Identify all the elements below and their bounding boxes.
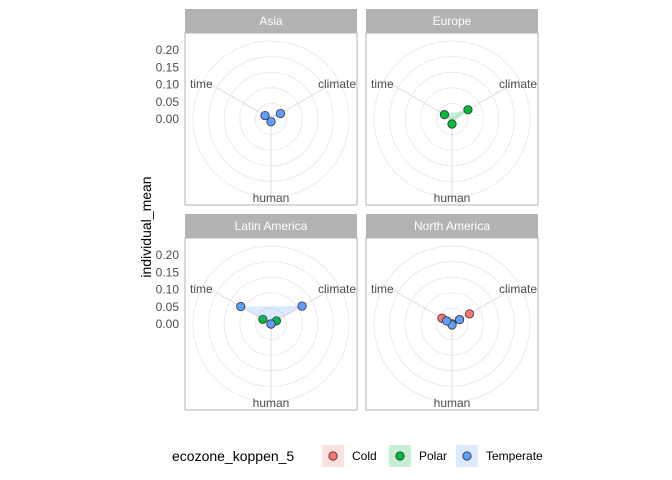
data-point-temperate-climate: [297, 301, 307, 311]
data-point-polar-human: [447, 119, 457, 129]
facet-title: Asia: [259, 14, 283, 28]
panels-layer: Asia climate human time Europe climate human ti…: [184, 9, 539, 411]
y-tick-label: 0.20: [156, 43, 180, 57]
legend-label-polar: Polar: [419, 449, 447, 463]
axis-label-time: time: [190, 77, 213, 91]
data-point-polar-climate: [463, 105, 473, 115]
legend-marker-temperate: [462, 451, 472, 461]
axis-label-human: human: [253, 396, 290, 410]
grid-spoke: [451, 79, 520, 120]
legend-marker-cold: [328, 451, 338, 461]
data-point-temperate-time: [236, 301, 246, 312]
panel-latin-america: Latin America climate human time: [184, 214, 358, 411]
facet-strip: [185, 214, 357, 238]
series-area-temperate: [240, 306, 303, 324]
axis-label-climate: climate: [499, 282, 537, 296]
y-tick-label: 0.05: [156, 300, 180, 314]
legend-label-cold: Cold: [352, 449, 377, 463]
axis-label-climate: climate: [499, 77, 537, 91]
y-tick-label: 0.00: [156, 317, 180, 331]
legend: ecozone_koppen_5 Cold Polar Temperate: [172, 445, 543, 467]
y-tick-label: 0.00: [156, 112, 180, 126]
panel-europe: Europe climate human time: [365, 9, 539, 206]
facet-title: North America: [414, 219, 490, 233]
facet-strip: [185, 9, 357, 33]
data-point-temperate-climate: [275, 108, 286, 119]
axis-label-human: human: [434, 396, 471, 410]
data-point-temperate-human: [266, 319, 276, 329]
y-tick-label: 0.05: [156, 95, 180, 109]
facet-title: Europe: [433, 14, 472, 28]
data-point-cold-climate: [464, 309, 475, 319]
axis-label-climate: climate: [318, 77, 356, 91]
panel-asia: Asia climate human time: [184, 9, 358, 206]
y-tick-label: 0.15: [156, 265, 180, 279]
facet-strip: [366, 214, 538, 238]
y-axis-label: individual_mean: [138, 176, 154, 277]
facet-title: Latin America: [235, 219, 308, 233]
axis-label-climate: climate: [318, 282, 356, 296]
axis-label-time: time: [371, 282, 394, 296]
axis-label-human: human: [253, 191, 290, 205]
data-point-temperate-climate: [454, 315, 465, 325]
data-point-temperate-time: [260, 110, 270, 121]
facet-strip: [366, 9, 538, 33]
legend-marker-polar: [395, 451, 405, 461]
radar-grid: [192, 40, 350, 198]
axis-label-human: human: [434, 191, 471, 205]
grid-spoke: [203, 79, 272, 120]
data-point-temperate-time: [441, 316, 452, 326]
y-tick-label: 0.15: [156, 60, 180, 74]
data-point-polar-time: [439, 110, 450, 120]
y-tick-label: 0.20: [156, 248, 180, 262]
legend-label-temperate: Temperate: [486, 449, 543, 463]
axis-label-time: time: [190, 282, 213, 296]
data-point-temperate-human: [266, 117, 276, 127]
radar-grid: [373, 40, 531, 198]
data-point-polar-time: [258, 314, 268, 324]
legend-title: ecozone_koppen_5: [172, 448, 294, 464]
y-tick-labels: 0.00 0.05 0.10 0.15 0.20 0.00 0.05 0.10 0.15 0.20: [156, 43, 180, 331]
panel-north-america: North America climate human time: [365, 214, 539, 411]
y-tick-label: 0.10: [156, 78, 180, 92]
axis-label-time: time: [371, 77, 394, 91]
y-tick-label: 0.10: [156, 283, 180, 297]
